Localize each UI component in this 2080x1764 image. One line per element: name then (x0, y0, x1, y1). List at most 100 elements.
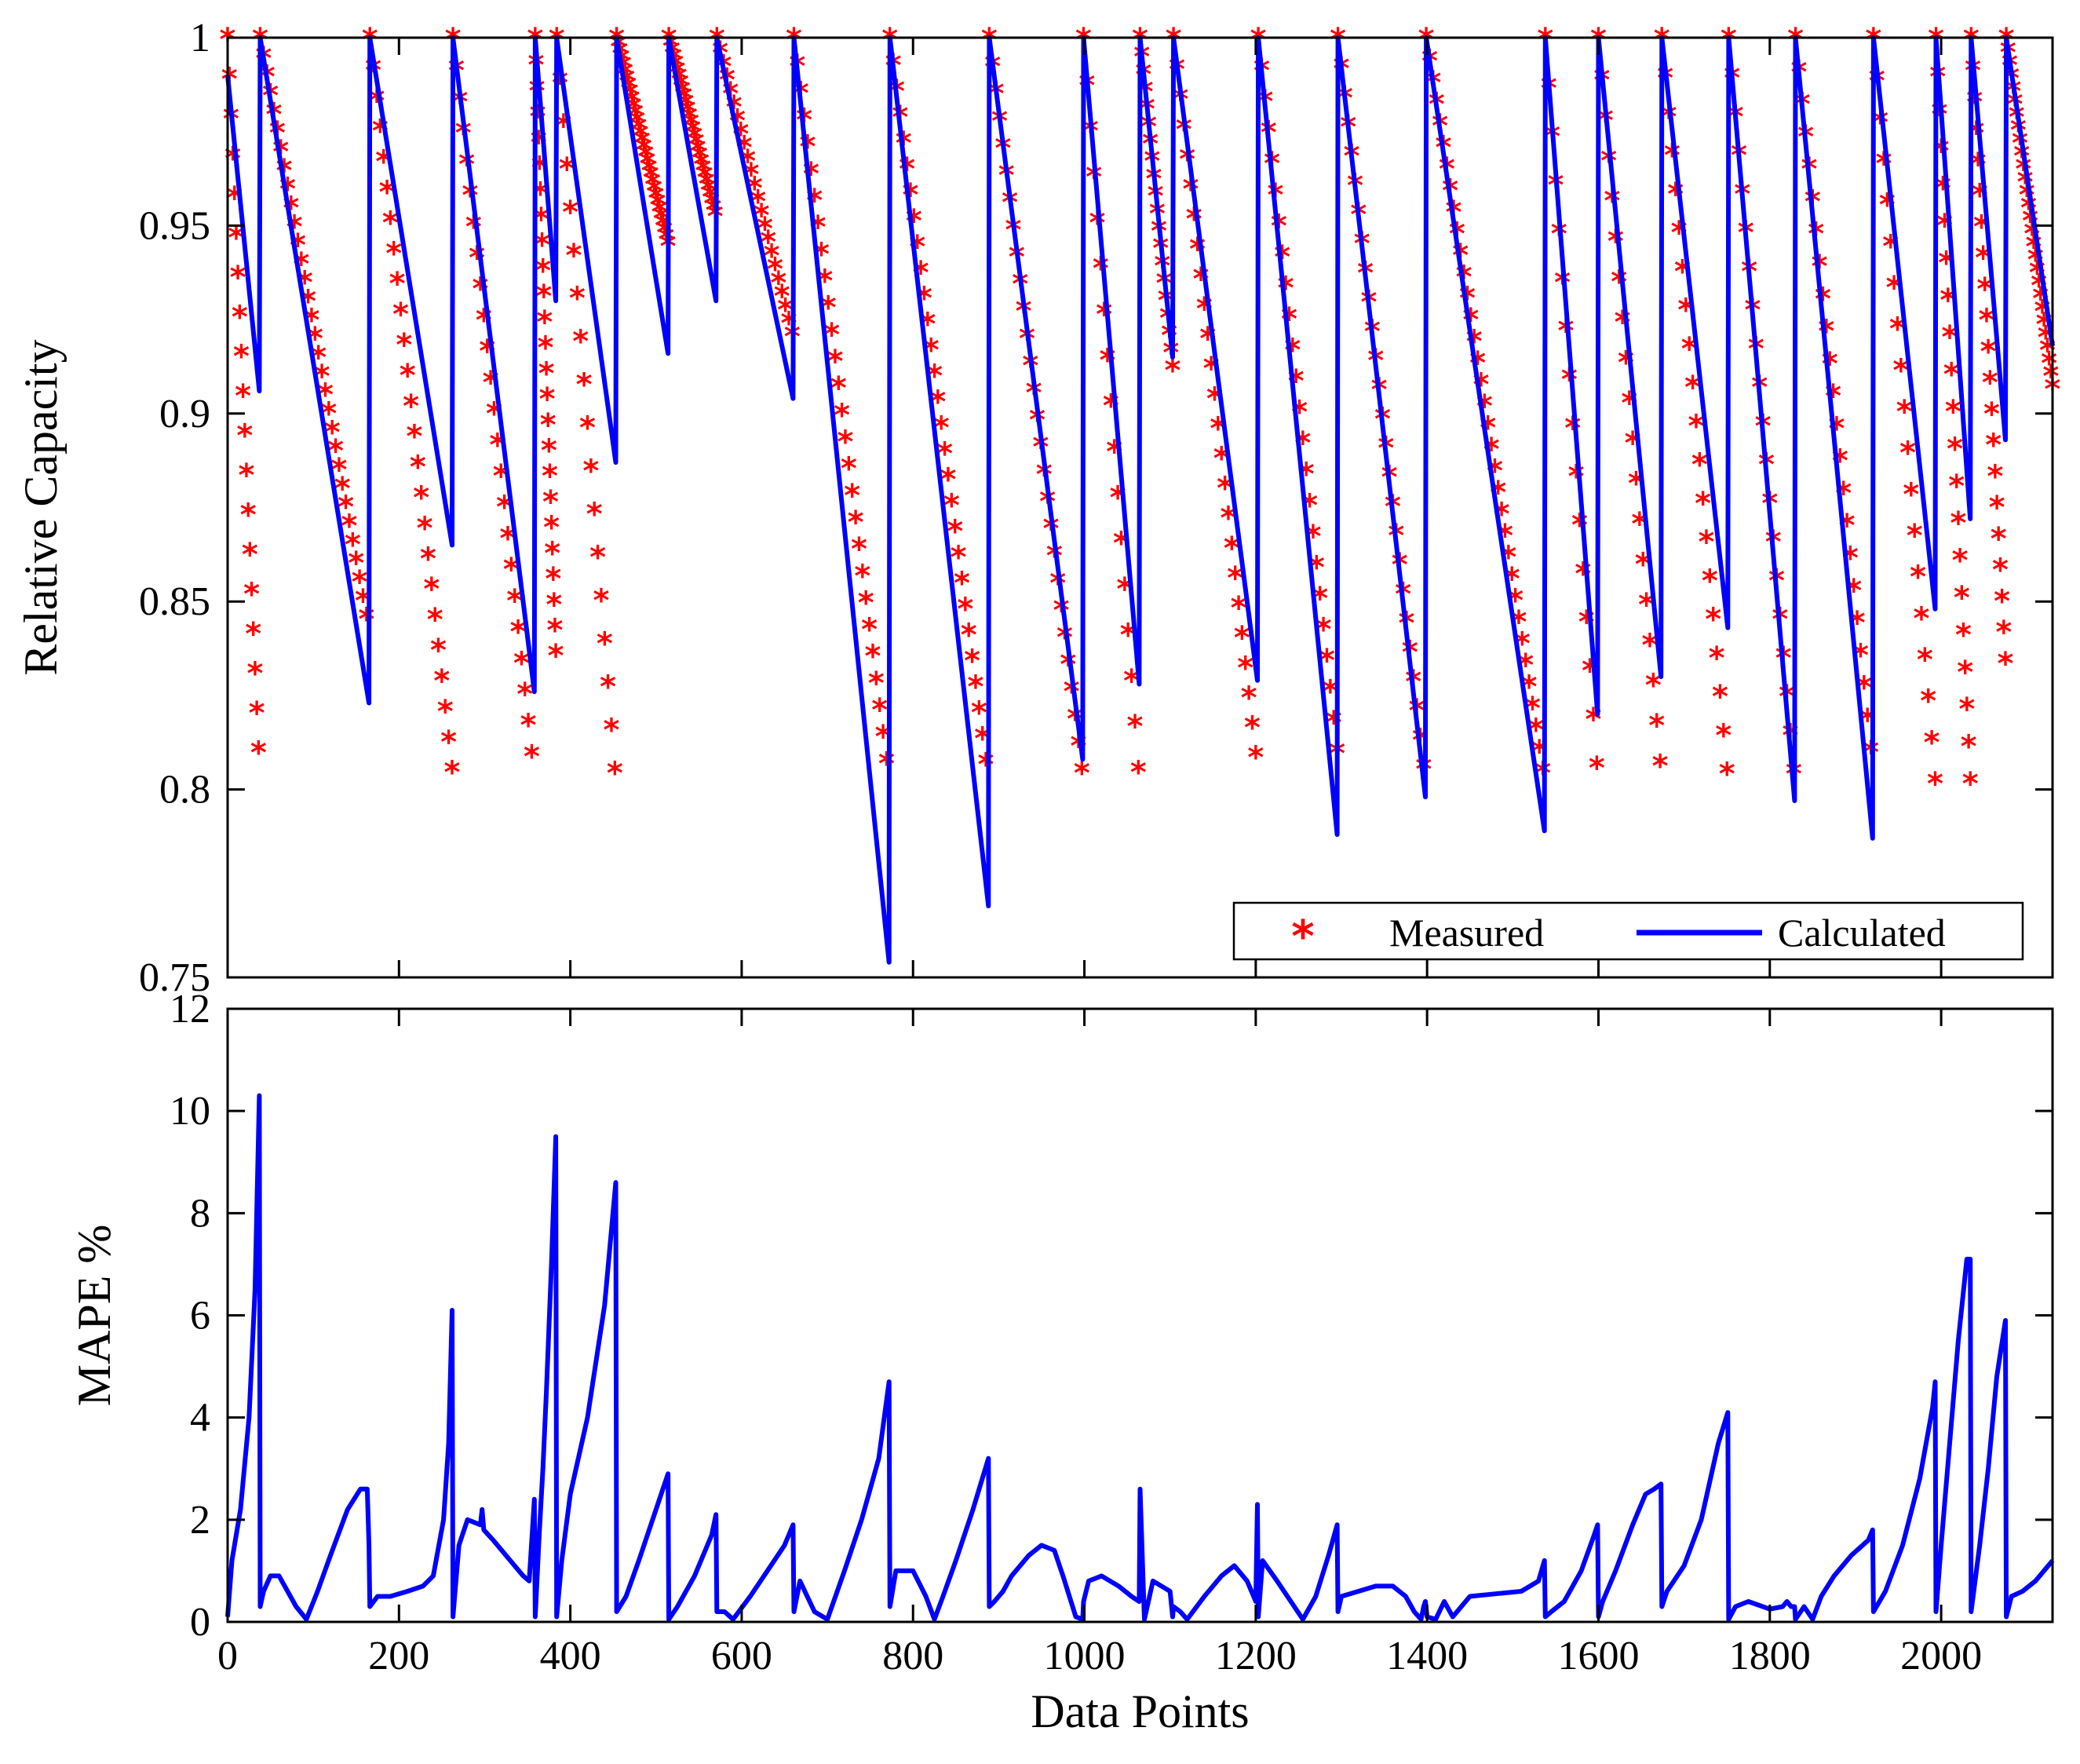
measured-point: * (506, 583, 523, 619)
measured-point: * (520, 708, 537, 744)
measured-point: * (699, 166, 715, 203)
measured-point: * (1957, 655, 1973, 691)
bottom-y-ticks: 0 2 4 6 8 10 12 (170, 987, 2053, 1645)
measured-point: * (1719, 757, 1735, 793)
measured-point: * (440, 725, 457, 761)
measured-point: * (516, 677, 533, 713)
measured-point: * (1231, 590, 1247, 626)
measured-point: * (951, 539, 967, 575)
measured-point: * (1652, 749, 1669, 785)
measured-point: * (345, 527, 361, 563)
measured-point: * (1244, 710, 1261, 746)
measured-point: * (830, 371, 847, 407)
top-y-tick-label: 0.75 (139, 955, 210, 1000)
measured-point: * (643, 160, 659, 196)
measured-point: * (1648, 708, 1665, 744)
measured-point: * (1645, 668, 1662, 704)
measured-point: * (690, 133, 706, 170)
measured-point: * (864, 639, 881, 675)
measured-point: * (1982, 365, 1998, 401)
measured-point: * (334, 471, 351, 507)
measured-point: * (379, 175, 396, 211)
measured-point: * (1123, 663, 1140, 699)
measured-point: * (1130, 754, 1147, 791)
measured-point: * (534, 228, 550, 264)
measured-point: * (235, 378, 251, 415)
measured-point: * (1220, 501, 1236, 537)
measured-point: * (1889, 312, 1906, 348)
measured-point: * (1709, 641, 1725, 677)
measured-point: * (878, 746, 895, 782)
measured-point: * (597, 626, 613, 662)
measured-point: * (964, 643, 980, 679)
measured-point: * (1705, 602, 1721, 638)
measured-point: * (1917, 642, 1933, 678)
top-y-ticks: 0.75 0.8 0.85 0.9 0.95 1 (139, 16, 2053, 1000)
measured-point: * (538, 356, 555, 392)
measured-point: * (1976, 272, 1993, 308)
measured-point: * (503, 552, 520, 588)
measured-point: * (692, 140, 708, 176)
bottom-x-tick-label: 0 (217, 1634, 238, 1678)
top-y-tick-label: 0.8 (159, 768, 210, 813)
measured-point: * (693, 147, 710, 183)
legend: * Measured Calculated (1232, 901, 2024, 962)
measured-point: * (240, 498, 257, 534)
calculated-series-line (225, 35, 2055, 965)
measured-point: * (943, 488, 960, 524)
measured-point: * (245, 616, 261, 652)
bottom-x-tick-label: 800 (882, 1634, 943, 1678)
measured-point: * (634, 126, 651, 162)
bottom-x-tick-label: 1800 (1729, 1634, 1811, 1678)
measured-point: * (572, 324, 589, 360)
relative-capacity-panel: ****************************************… (15, 16, 2061, 1000)
measured-point: * (2042, 359, 2059, 395)
measured-point: * (250, 735, 267, 771)
measured-point: * (579, 411, 596, 447)
measured-point: * (236, 418, 253, 455)
measured-point: * (651, 194, 668, 230)
measured-point: * (644, 166, 661, 203)
measured-point: * (535, 253, 551, 289)
legend-calculated-label: Calculated (1778, 911, 1946, 955)
measured-point: * (1691, 447, 1708, 484)
bottom-y-tick-label: 8 (190, 1191, 210, 1236)
measured-point: * (358, 602, 374, 638)
measured-point: * (837, 424, 854, 460)
measured-point: * (396, 327, 412, 363)
measured-point: * (1991, 521, 2007, 557)
measured-point: * (1948, 469, 1965, 505)
bottom-y-tick-label: 0 (190, 1600, 210, 1645)
measured-point: * (341, 508, 358, 544)
legend-measured-marker: * (1291, 911, 1314, 962)
bottom-x-tick-label: 600 (711, 1634, 772, 1678)
measured-point: * (1688, 408, 1704, 444)
bottom-x-tick-label: 400 (540, 1634, 601, 1678)
measured-point: * (774, 279, 790, 315)
measured-point: * (1241, 680, 1257, 716)
measured-point: * (417, 510, 433, 546)
measured-point: * (604, 712, 620, 748)
measured-point: * (1695, 486, 1711, 522)
bottom-y-tick-label: 4 (190, 1396, 210, 1441)
top-y-axis-label: Relative Capacity (15, 339, 67, 675)
measured-point: * (413, 480, 429, 517)
measured-point: * (848, 505, 864, 541)
measured-point: * (576, 367, 593, 404)
measured-point: * (1899, 436, 1916, 472)
measured-point: * (535, 279, 552, 315)
measured-point: * (841, 451, 857, 488)
measured-point: * (348, 546, 364, 582)
measured-point: * (232, 299, 248, 335)
measured-point: * (961, 617, 977, 653)
measured-point: * (1638, 587, 1655, 623)
measured-point: * (545, 561, 561, 597)
measured-point: * (1907, 518, 1923, 554)
measured-point: * (1702, 563, 1718, 599)
measured-point: * (777, 292, 794, 328)
measured-point: * (1920, 684, 1936, 720)
measured-point: * (1234, 620, 1250, 656)
top-y-tick-label: 0.9 (159, 392, 210, 436)
measured-point: * (230, 260, 246, 296)
